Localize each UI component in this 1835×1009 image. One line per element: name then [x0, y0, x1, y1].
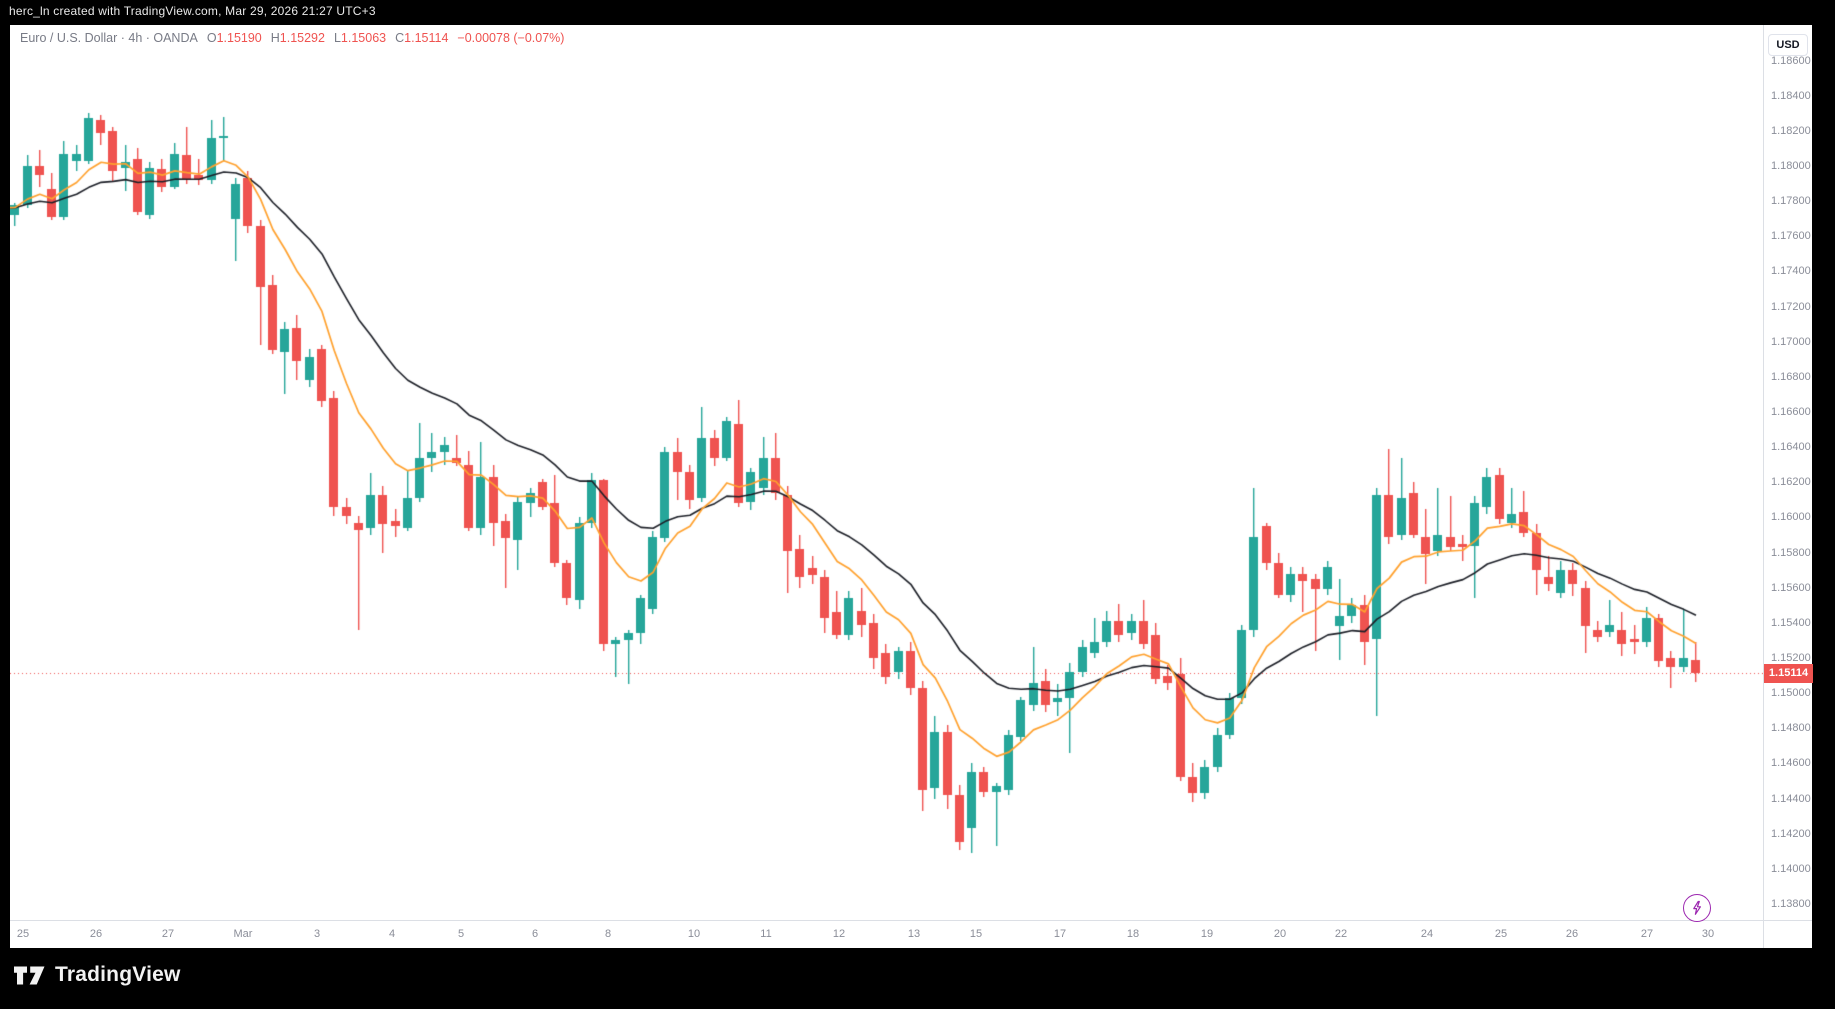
price-axis-label: 1.15200: [1771, 651, 1811, 664]
time-axis-label: 13: [907, 928, 921, 940]
chart-pane: Euro / U.S. Dollar · 4h · OANDA O1.15190 H…: [10, 25, 1763, 922]
price-axis-label: 1.14600: [1771, 757, 1811, 770]
price-axis-label: 1.14200: [1771, 827, 1811, 840]
time-axis-label: 30: [1701, 928, 1715, 940]
price-axis-label: 1.17600: [1771, 230, 1811, 243]
time-axis-label: 26: [1565, 928, 1579, 940]
price-axis-label: 1.15800: [1771, 546, 1811, 559]
tradingview-logo-icon: [14, 966, 45, 984]
time-axis-label: 26: [89, 928, 103, 940]
price-axis-label: 1.14000: [1771, 862, 1811, 875]
time-axis[interactable]: 25 26 27 Mar 3 4 5 6 8 10 11 12 13 15 17 18 19 20 22 24 25 26…: [10, 920, 1763, 948]
axis-corner: [1763, 920, 1812, 948]
time-axis-label: 15: [969, 928, 983, 940]
time-axis-label: Mar: [233, 928, 253, 940]
chart-legend: Euro / U.S. Dollar · 4h · OANDA O1.15190 H…: [20, 31, 564, 45]
time-axis-label: 6: [531, 928, 539, 940]
legend-high-label: H: [270, 31, 280, 45]
footer-bar: TradingView: [13, 954, 181, 996]
time-axis-label: 25: [1494, 928, 1508, 940]
time-axis-label: 27: [161, 928, 175, 940]
time-axis-label: 27: [1640, 928, 1654, 940]
time-axis-label: 11: [760, 928, 772, 940]
price-axis-label: 1.16400: [1771, 441, 1811, 454]
time-axis-label: 5: [457, 928, 465, 940]
time-axis-label: 19: [1200, 928, 1214, 940]
legend-open-label: O: [206, 31, 217, 45]
legend-low-label: L: [333, 31, 341, 45]
watermark-bar: herc_ln created with TradingView.com, Ma…: [0, 0, 1835, 25]
price-axis[interactable]: USD 1.15114 1.18600 1.18400 1.18200 1.18000…: [1763, 25, 1813, 948]
time-axis-label: 3: [313, 928, 321, 940]
lightning-bolt-icon: [1693, 900, 1701, 915]
price-axis-label: 1.15400: [1771, 616, 1811, 629]
time-axis-label: 4: [388, 928, 396, 940]
legend-high-value: 1.15292: [279, 31, 325, 45]
candlestick-chart[interactable]: [10, 25, 1763, 920]
watermark-text: herc_ln created with TradingView.com, Ma…: [9, 4, 376, 18]
tradingview-logo[interactable]: TradingView: [13, 963, 181, 988]
price-axis-label: 1.17200: [1771, 300, 1811, 313]
price-axis-label: 1.15000: [1771, 687, 1811, 700]
price-axis-label: 1.14400: [1771, 792, 1811, 805]
price-axis-label: 1.17400: [1771, 265, 1811, 278]
price-axis-label: 1.18000: [1771, 159, 1811, 172]
time-axis-label: 25: [16, 928, 30, 940]
price-axis-label: 1.15600: [1771, 581, 1811, 594]
price-axis-label: 1.18600: [1771, 54, 1811, 67]
price-axis-label: 1.16000: [1771, 511, 1811, 524]
price-axis-label: 1.16600: [1771, 405, 1811, 418]
price-axis-label: 1.16800: [1771, 370, 1811, 383]
price-axis-label: 1.17800: [1771, 195, 1811, 208]
legend-change-value: −0.00078 (−0.07%): [457, 31, 565, 45]
time-axis-label: 18: [1126, 928, 1140, 940]
time-axis-label: 20: [1273, 928, 1287, 940]
time-axis-label: 24: [1420, 928, 1434, 940]
price-axis-label: 1.13800: [1771, 898, 1811, 910]
price-axis-label: 1.18400: [1771, 89, 1811, 102]
price-axis-label: 1.16200: [1771, 476, 1811, 489]
time-axis-label: 12: [832, 928, 846, 940]
legend-symbol-title[interactable]: Euro / U.S. Dollar · 4h · OANDA: [20, 31, 198, 45]
price-axis-label: 1.14800: [1771, 722, 1811, 735]
legend-open-value: 1.15190: [216, 31, 262, 45]
time-axis-label: 10: [687, 928, 701, 940]
legend-close-value: 1.15114: [404, 31, 449, 45]
last-price-tag: 1.15114: [1764, 663, 1813, 683]
time-axis-label: 8: [604, 928, 612, 940]
legend-close-label: C: [395, 31, 405, 45]
chart-window: Euro / U.S. Dollar · 4h · OANDA O1.15190 H…: [10, 25, 1813, 948]
tradingview-logo-text: TradingView: [55, 963, 181, 986]
currency-badge[interactable]: USD: [1768, 34, 1808, 56]
time-axis-label: 17: [1053, 928, 1067, 940]
legend-low-value: 1.15063: [340, 31, 387, 45]
price-axis-label: 1.17000: [1771, 335, 1811, 348]
quick-action-button[interactable]: [1683, 894, 1711, 922]
time-axis-label: 22: [1334, 928, 1348, 940]
price-axis-label: 1.18200: [1771, 124, 1811, 137]
